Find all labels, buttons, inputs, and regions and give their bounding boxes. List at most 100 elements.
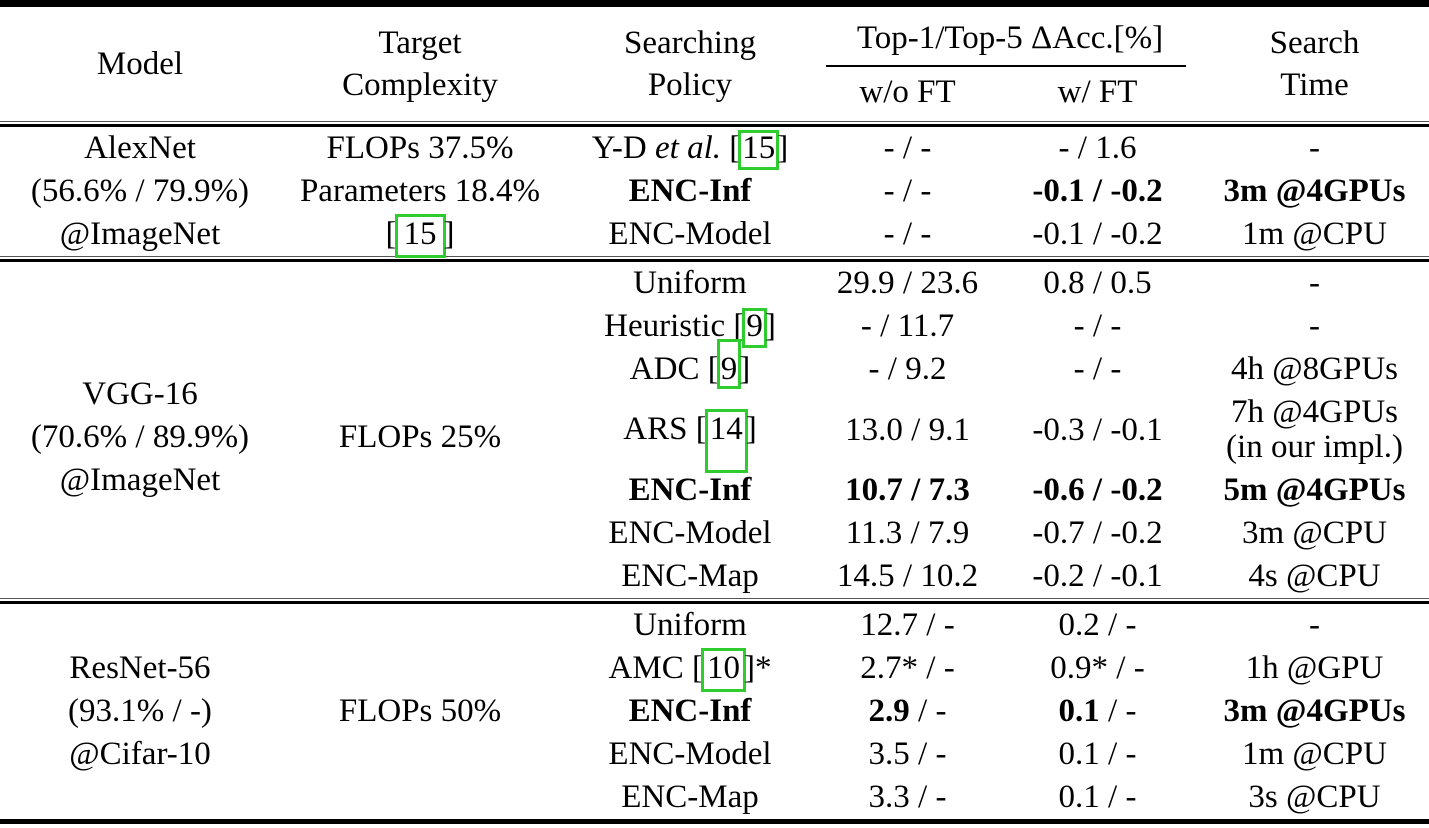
text-segment: / - [1099,693,1137,729]
w-ft-cell-text: 0.1 / - [1059,776,1137,819]
text-segment: ENC-Inf [628,173,752,209]
wo-ft-cell-text: 2.7* / - [860,647,954,690]
table-body: AlexNet (56.6% / 79.9%) @ImageNet FLOPs 37.… [0,127,1429,819]
text-segment: ] [739,351,751,387]
text-segment: -0.1 / -0.2 [1032,216,1163,252]
group-vgg16: VGG-16 (70.6% / 89.9%) @ImageNet FLOPs 25% U… [0,262,1429,598]
w-ft-cell-text: -0.1 / -0.2 [1032,170,1162,213]
w-ft-cell-text: -0.6 / -0.2 [1032,469,1162,512]
text-segment: 2.9 [868,693,910,729]
policy-cell: Uniform [560,604,820,647]
policy-cell-text: ENC-Map [621,776,758,819]
policy-cell: ENC-Model [560,512,820,555]
citation-link-box[interactable]: 9 [716,339,742,389]
text-segment: - / - [883,173,932,209]
model-cell-vgg16: VGG-16 (70.6% / 89.9%) @ImageNet [0,262,280,598]
table-header: Model Target Complexity Searching Policy… [0,7,1429,121]
header-acc-group: Top-1/Top-5 ΔAcc.[%] w/o FT w/ FT [820,7,1200,121]
target-line: FLOPs 25% [339,416,501,459]
table-row: Heuristic [9] - / 11.7 - / - - [560,305,1429,348]
w-ft-cell: -0.2 / -0.1 [995,555,1200,598]
time-cell-text: 3s @CPU [1248,776,1380,819]
time-cell: - [1200,305,1429,348]
text-segment: ] [777,130,789,166]
citation-link-box[interactable]: 15 [394,214,446,258]
table-row: Uniform 12.7 / - 0.2 / - - [560,604,1429,647]
w-ft-cell-text: -0.1 / -0.2 [1032,213,1162,256]
text-segment: 29.9 / 23.6 [836,265,979,301]
text-segment: FLOPs 50% [338,693,502,729]
model-line: @Cifar-10 [69,736,211,772]
text-segment: ENC-Map [621,779,759,815]
w-ft-cell: 0.1 / - [995,776,1200,819]
table-row: ARS [14] 13.0 / 9.1 -0.3 / -0.1 7h @4GPUs (i… [560,391,1429,473]
policy-cell: Heuristic [9] [560,305,820,348]
w-ft-cell: 0.8 / 0.5 [995,262,1200,305]
text-segment: - / - [1073,308,1122,344]
text-segment: 3m @CPU [1241,515,1387,551]
policy-cell: ENC-Map [560,555,820,598]
text-segment: 3.3 / - [868,779,947,815]
time-cell: 7h @4GPUs (in our impl.) [1200,391,1429,469]
citation-link-box[interactable]: 15 [738,130,780,170]
table-row: ENC-Map 14.5 / 10.2 -0.2 / -0.1 4s @CPU [560,555,1429,598]
policy-cell: ENC-Map [560,776,820,819]
w-ft-cell-text: 0.1 / - [1059,733,1137,776]
group-alexnet: AlexNet (56.6% / 79.9%) @ImageNet FLOPs 37.… [0,127,1429,258]
wo-ft-cell: 3.3 / - [820,776,995,819]
w-ft-cell-text: - / - [1074,305,1122,348]
policy-cell: ENC-Inf [560,170,820,213]
citation-link-box[interactable]: 10 [700,648,746,692]
time-cell-text: 1h @GPU [1246,647,1384,690]
text-segment: 3m @4GPUs [1223,693,1406,729]
text-segment: Heuristic [ [604,308,745,344]
model-line: (56.6% / 79.9%) [30,173,250,209]
table-row: ENC-Model - / - -0.1 / -0.2 1m @CPU [560,213,1429,256]
citation-link-box[interactable]: 9 [742,308,767,348]
citation-link-box[interactable]: 14 [704,408,748,473]
target-complexity-cell-vgg16: FLOPs 25% [280,262,560,598]
text-segment: [ [385,216,397,252]
table-row: Uniform 29.9 / 23.6 0.8 / 0.5 - [560,262,1429,305]
text-segment: Y-D [591,130,655,166]
wo-ft-cell-text: 14.5 / 10.2 [837,555,978,598]
header-time-line1: Search [1269,25,1360,61]
table-row: ENC-Map 3.3 / - 0.1 / - 3s @CPU [560,776,1429,819]
acc-group-rule [826,65,1186,67]
model-line: @ImageNet [59,216,221,252]
time-cell-text: 7h @4GPUs (in our impl.) [1226,395,1403,465]
time-cell-text: 5m @4GPUs [1224,469,1406,512]
text-segment: - [1309,265,1320,301]
wo-ft-cell-text: 13.0 / 9.1 [845,409,970,452]
wo-ft-cell: 14.5 / 10.2 [820,555,995,598]
time-cell-text: 3m @4GPUs [1224,170,1406,213]
wo-ft-cell-text: 12.7 / - [860,604,954,647]
header-acc-subheaders: w/o FT w/ FT [820,67,1200,121]
w-ft-cell: -0.3 / -0.1 [995,391,1200,469]
text-segment: 4h @8GPUs [1231,351,1398,387]
text-segment: FLOPs 25% [338,418,502,455]
w-ft-cell: - / - [995,305,1200,348]
wo-ft-cell: - / 11.7 [820,305,995,348]
model-line: (70.6% / 89.9%) [30,418,250,455]
text-segment: (in our impl.) [1226,429,1403,465]
wo-ft-cell-text: - / - [884,170,932,213]
w-ft-cell-text: 0.9* / - [1050,647,1144,690]
wo-ft-cell: 29.9 / 23.6 [820,262,995,305]
text-segment: -0.3 / -0.1 [1032,411,1163,448]
policy-cell: Uniform [560,262,820,305]
time-cell: - [1200,604,1429,647]
text-segment: FLOPs 37.5% [326,130,514,166]
text-segment: Uniform [633,265,747,301]
time-cell: 4h @8GPUs [1200,348,1429,391]
w-ft-cell: -0.6 / -0.2 [995,469,1200,512]
wo-ft-cell: 13.0 / 9.1 [820,391,995,469]
text-segment: ENC-Model [608,216,772,252]
model-cell-alexnet: AlexNet (56.6% / 79.9%) @ImageNet [0,127,280,256]
text-segment: - / 1.6 [1058,130,1137,166]
time-cell: 3m @CPU [1200,512,1429,555]
wo-ft-cell-text: - / 9.2 [869,348,947,391]
text-segment: ENC-Inf [628,693,752,729]
header-target-complexity: Target Complexity [280,7,560,121]
